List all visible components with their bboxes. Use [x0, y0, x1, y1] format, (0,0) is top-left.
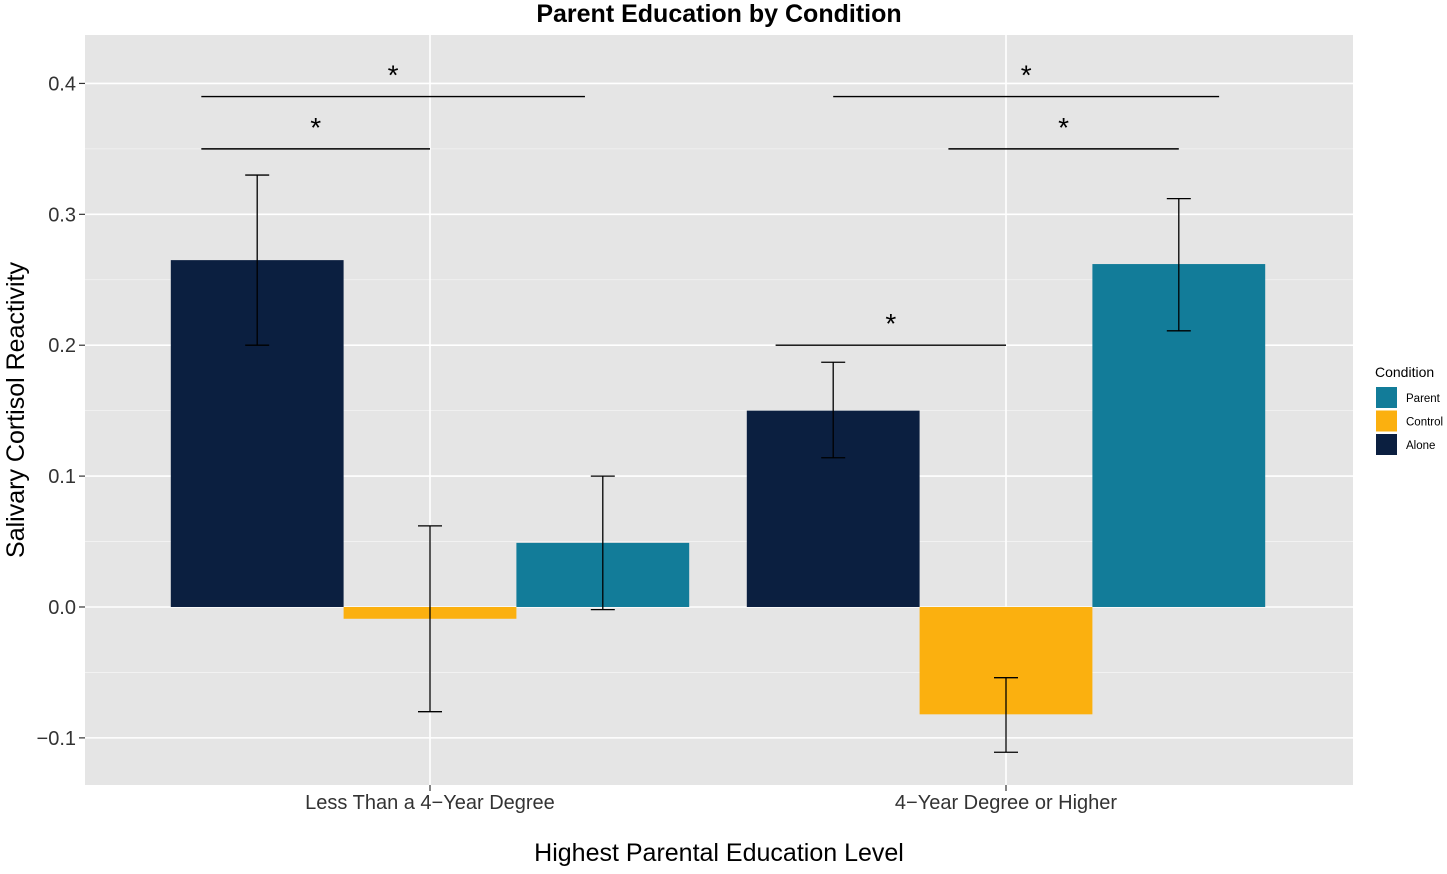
y-axis-label: Salivary Cortisol Reactivity: [2, 262, 30, 558]
legend-swatch-control: [1376, 410, 1397, 432]
significance-star: *: [388, 60, 399, 91]
legend-label-alone: Alone: [1406, 440, 1435, 452]
significance-star: *: [1058, 112, 1069, 143]
y-tick-label: 0.4: [48, 73, 76, 95]
y-tick-label: −0.1: [37, 728, 76, 750]
significance-star: *: [885, 308, 896, 339]
y-tick-label: 0.1: [48, 466, 76, 488]
y-tick-label: 0.3: [48, 204, 76, 226]
legend-label-parent: Parent: [1406, 393, 1441, 405]
legend-swatch-parent: [1376, 387, 1397, 408]
legend-swatch-alone: [1376, 434, 1397, 455]
legend-title: Condition: [1375, 364, 1434, 380]
x-axis-label: Highest Parental Education Level: [534, 839, 904, 867]
significance-star: *: [1021, 60, 1032, 91]
legend-label-control: Control: [1406, 417, 1443, 429]
y-tick-label: 0.2: [48, 335, 76, 357]
significance-star: *: [310, 112, 321, 143]
y-tick-label: 0.0: [48, 597, 76, 619]
x-tick-label: Less Than a 4−Year Degree: [305, 792, 555, 814]
legend: Condition Parent Control Alone: [1375, 364, 1443, 455]
x-tick-label: 4−Year Degree or Higher: [895, 792, 1118, 814]
chart-title: Parent Education by Condition: [536, 0, 901, 28]
